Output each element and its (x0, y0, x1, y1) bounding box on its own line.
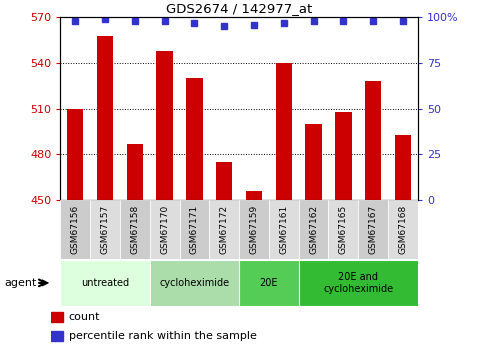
Bar (150, 200, 180, 259)
Title: GDS2674 / 142977_at: GDS2674 / 142977_at (166, 2, 312, 15)
Text: GSM67159: GSM67159 (250, 205, 258, 254)
Bar (276, 63, 292, 200)
Text: GSM67162: GSM67162 (309, 205, 318, 254)
Bar (395, 135, 411, 200)
Text: GSM67172: GSM67172 (220, 205, 228, 254)
Bar (388, 200, 418, 259)
Bar (246, 191, 262, 200)
Text: GSM67165: GSM67165 (339, 205, 348, 254)
Bar (67, 109, 84, 200)
Bar (120, 200, 150, 259)
Bar (180, 200, 209, 259)
Bar (51, 331, 63, 341)
Text: cycloheximide: cycloheximide (159, 278, 229, 288)
Text: GSM67170: GSM67170 (160, 205, 169, 254)
Text: agent: agent (5, 278, 37, 288)
Bar (186, 78, 202, 200)
Bar (335, 112, 352, 200)
Bar (60, 200, 90, 259)
Bar (51, 312, 63, 322)
Bar (358, 200, 388, 259)
Bar (239, 260, 298, 306)
Bar (269, 200, 298, 259)
Bar (239, 200, 269, 259)
Bar (90, 200, 120, 259)
Text: count: count (69, 312, 100, 322)
Bar (127, 144, 143, 200)
Text: GSM67158: GSM67158 (130, 205, 139, 254)
Text: GSM67171: GSM67171 (190, 205, 199, 254)
Bar (209, 200, 239, 259)
Bar (365, 81, 381, 200)
Text: GSM67167: GSM67167 (369, 205, 378, 254)
Text: GSM67156: GSM67156 (71, 205, 80, 254)
Text: GSM67161: GSM67161 (279, 205, 288, 254)
Bar (60, 260, 150, 306)
Text: untreated: untreated (81, 278, 129, 288)
Text: 20E and
cycloheximide: 20E and cycloheximide (323, 272, 393, 294)
Text: 20E: 20E (260, 278, 278, 288)
Bar (298, 200, 328, 259)
Text: GSM67157: GSM67157 (100, 205, 110, 254)
Text: GSM67168: GSM67168 (398, 205, 407, 254)
Bar (150, 260, 239, 306)
Bar (156, 51, 173, 200)
Bar (305, 124, 322, 200)
Bar (298, 260, 418, 306)
Bar (216, 162, 232, 200)
Bar (328, 200, 358, 259)
Bar (97, 36, 113, 200)
Text: percentile rank within the sample: percentile rank within the sample (69, 331, 256, 341)
